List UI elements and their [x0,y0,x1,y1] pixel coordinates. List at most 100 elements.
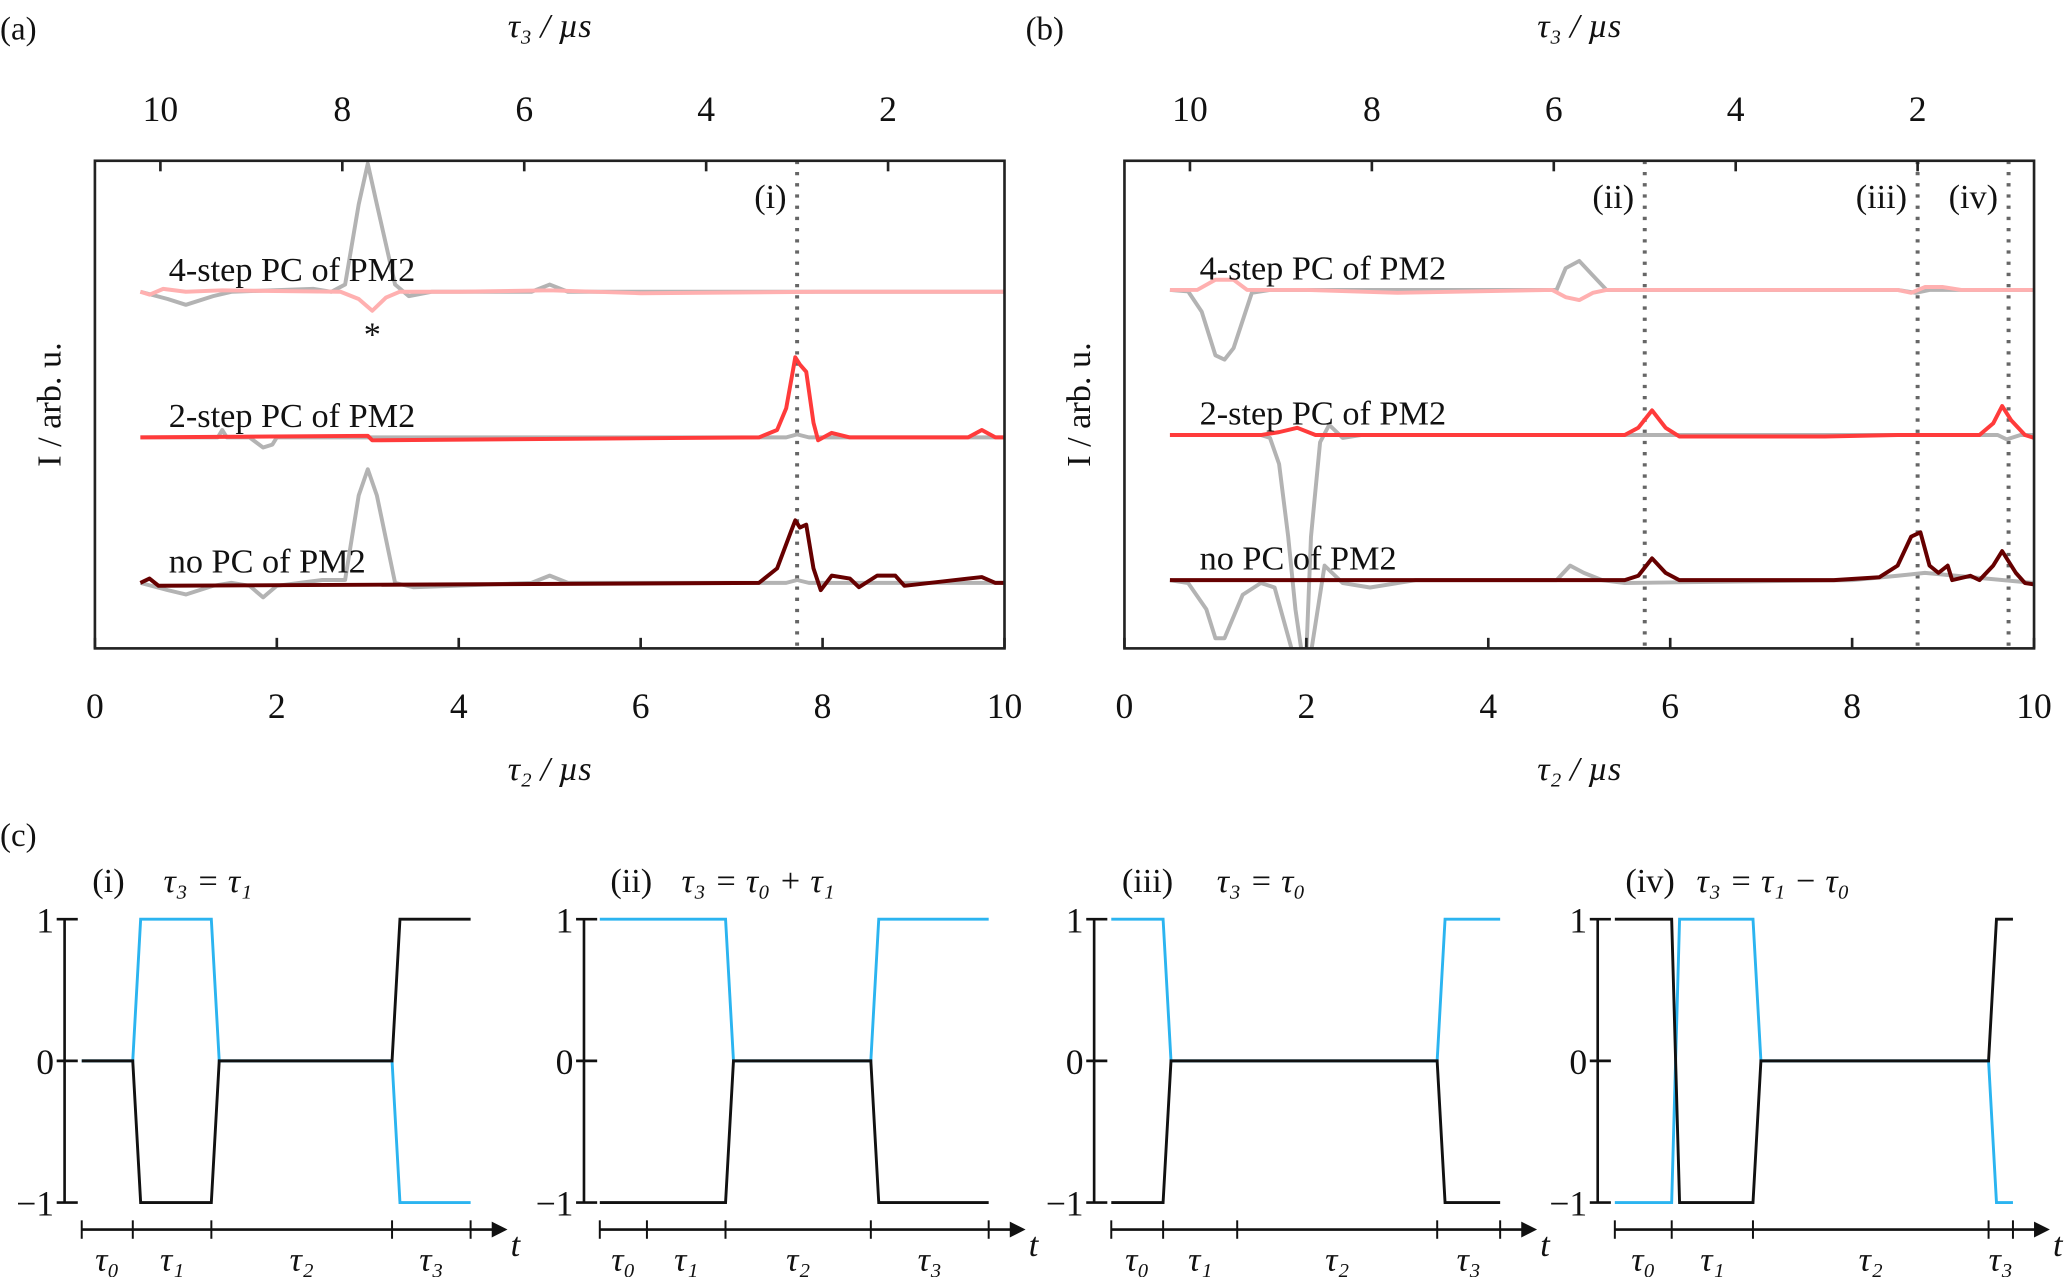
series-label: 4-step PC of PM2 [1200,249,1446,287]
top-x-tick-label: 10 [143,89,179,129]
series-label: no PC of PM2 [1200,540,1397,578]
segment-label: τ₀ [611,1240,635,1277]
time-axis-label: t [2053,1226,2064,1264]
segment-label: τ₀ [1125,1240,1149,1277]
panel-b: (ii) (iii) (iv) 4-step PC of PM2 2-step PC o… [1060,7,2052,788]
waveform-pm1 [1111,1059,1501,1204]
x-tick-label: 4 [450,686,468,726]
segment-label: τ₀ [95,1240,119,1277]
y-tick-label: 0 [1569,1042,1587,1082]
x-axis-label: τ₂ / µs [1537,750,1621,788]
segment-label: τ₀ [1631,1240,1655,1277]
y-tick-label: −1 [1046,1184,1084,1224]
arrow-head-icon [1009,1221,1026,1238]
segment-label: τ₁ [1700,1240,1724,1277]
segment-label: τ₂ [1325,1240,1349,1277]
segment-label: τ₁ [160,1240,184,1277]
subplot-condition: τ₃ = τ₁ − τ₀ [1697,862,1850,900]
waveform-subplot: 1 0 −1 t τ₀ τ₁ τ₂ τ₃ (iv) τ₃ = τ₁ − τ₀ [1549,862,2064,1277]
subplot-tag: (iv) [1625,862,1674,900]
segment-label: τ₂ [1859,1240,1883,1277]
waveform-pm2 [1111,917,1501,1063]
y-tick-label: 0 [1066,1042,1084,1082]
chart-layer: (i) 4-step PC of PM2 2-step PC of PM2 no PC… [16,7,2064,1277]
segment-label: τ₃ [419,1240,443,1277]
reference-trace [140,428,1005,450]
top-x-tick-label: 10 [1172,89,1208,129]
y-tick-label: 1 [36,900,54,940]
subplot-condition: τ₃ = τ₁ [163,862,252,900]
y-tick-label: 0 [36,1042,54,1082]
segment-label: τ₂ [786,1240,810,1277]
series-trace [140,355,1005,443]
y-tick-label: 1 [1066,900,1084,940]
y-tick-label: −1 [1549,1184,1587,1224]
arrow-head-icon [491,1221,508,1238]
y-tick-label: −1 [536,1184,574,1224]
axes-frame [93,159,1006,650]
time-axis-label: t [511,1226,522,1264]
x-axis-label: τ₂ / µs [508,750,592,788]
series-label: 2-step PC of PM2 [1200,395,1446,433]
x-tick-label: 10 [987,686,1023,726]
segment-label: τ₃ [918,1240,942,1277]
subplot-tag: (iii) [1122,862,1173,900]
waveform-pm2 [599,917,989,1063]
waveform-subplot: 1 0 −1 t τ₀ τ₁ τ₂ τ₃ (iii) τ₃ = τ₀ [1046,862,1551,1277]
subplot-tag: (ii) [610,862,652,900]
marker-line-label: (ii) [1592,178,1634,216]
x-tick-label: 6 [632,686,650,726]
x-tick-label: 8 [1843,686,1861,726]
x-tick-label: 0 [1116,686,1134,726]
waveform-pm2 [1614,917,2013,1204]
y-tick-label: 0 [556,1042,574,1082]
x-tick-label: 8 [814,686,832,726]
annotation-asterisk: * [364,316,381,354]
top-x-tick-label: 8 [333,89,351,129]
plot-area [139,160,1005,649]
series-trace [139,286,1005,313]
series-label: 2-step PC of PM2 [169,397,415,435]
waveform-pm1 [81,917,471,1204]
time-axis-label: t [1540,1226,1551,1264]
top-x-tick-label: 2 [1909,89,1927,129]
marker-line-label: (iii) [1856,178,1907,216]
panel-label-a: (a) [0,12,37,48]
segment-label: τ₁ [1188,1240,1212,1277]
top-x-axis-label: τ₃ / µs [1537,7,1621,45]
x-tick-label: 0 [86,686,104,726]
segment-label: τ₂ [290,1240,314,1277]
x-tick-label: 6 [1661,686,1679,726]
series-trace [1169,530,2035,587]
plot-area [1169,160,2035,649]
subplot-condition: τ₃ = τ₀ + τ₁ [682,862,835,900]
waveform-pm2 [81,917,471,1204]
y-axis-label: I / arb. u. [1060,342,1098,467]
y-tick-label: −1 [16,1184,54,1224]
top-x-tick-label: 2 [879,89,897,129]
top-x-tick-label: 6 [515,89,533,129]
series-label: no PC of PM2 [169,542,366,580]
y-axis-label: I / arb. u. [31,342,69,467]
subplot-tag: (i) [92,862,124,900]
panel-label-b: (b) [1026,12,1064,48]
segment-label: τ₃ [1989,1240,2013,1277]
top-x-tick-label: 4 [697,89,715,129]
time-axis-label: t [1029,1226,1040,1264]
marker-line-label: (iv) [1949,178,1998,216]
marker-line-label: (i) [754,178,786,216]
arrow-head-icon [1521,1221,1538,1238]
series-trace [139,518,1005,593]
panel-label-c: (c) [0,818,37,854]
axes-frame [1123,159,2036,650]
x-tick-label: 10 [2016,686,2052,726]
y-tick-label: 1 [556,900,574,940]
series-trace [1169,404,2035,440]
reference-trace [1169,422,2035,649]
series-trace [1169,277,2035,303]
segment-label: τ₃ [1457,1240,1481,1277]
top-x-tick-label: 4 [1727,89,1745,129]
waveform-pm1 [599,1059,989,1204]
panel-a: (i) 4-step PC of PM2 2-step PC of PM2 no PC… [31,7,1023,788]
